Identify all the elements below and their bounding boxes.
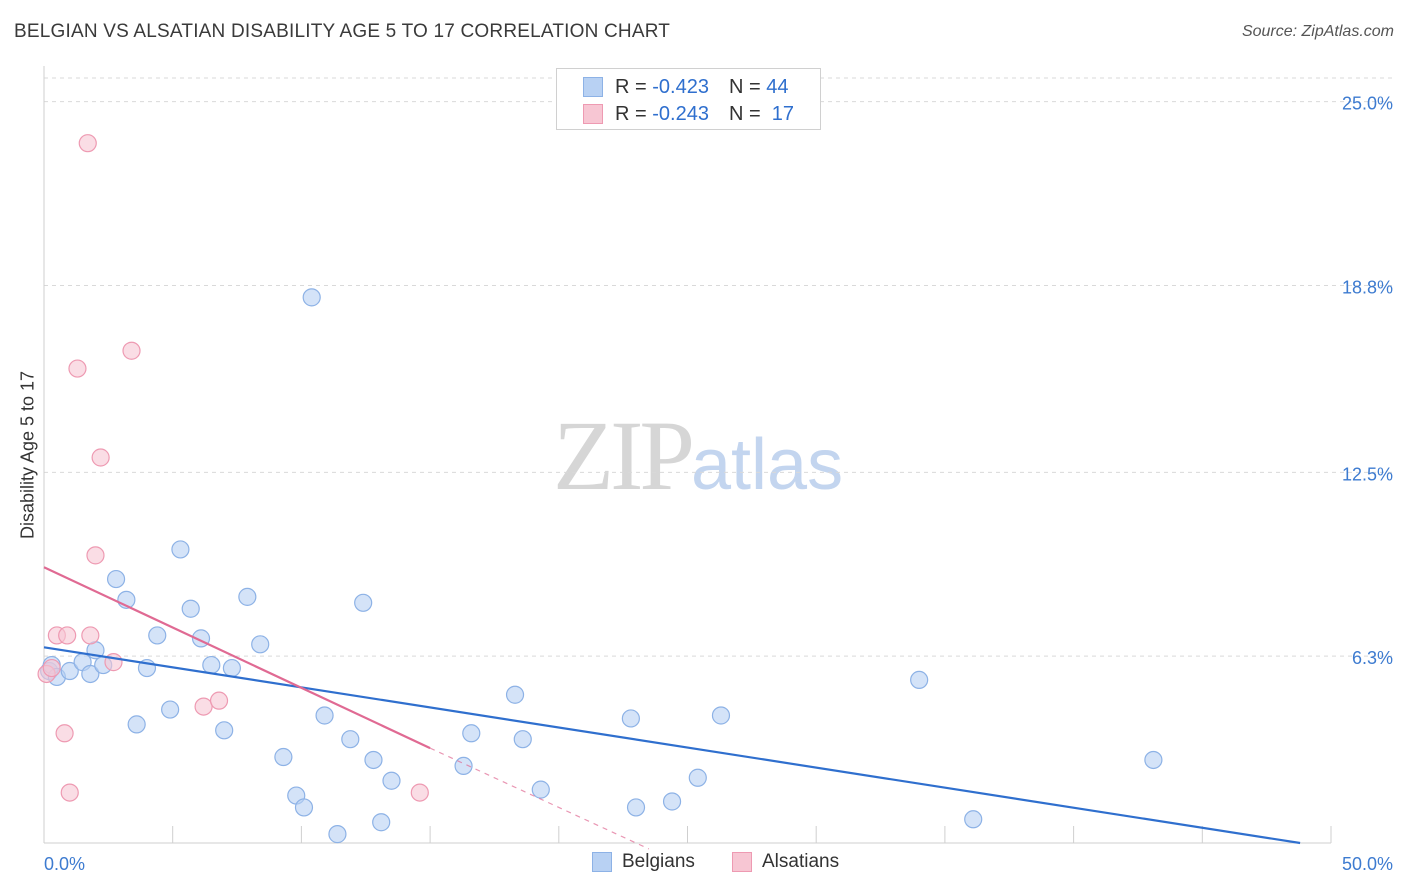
belgian-point (711, 706, 731, 725)
belgian-point (81, 664, 100, 684)
belgian-point (621, 709, 640, 728)
alsatians-n-label: N = (728, 102, 761, 125)
belgian-point (161, 700, 180, 719)
belgian-point (505, 685, 525, 704)
alsatian-point (68, 359, 87, 378)
belgian-point (171, 540, 190, 559)
y-tick-label: 25.0% (1342, 94, 1393, 114)
belgian-point (251, 635, 270, 654)
belgian-point (238, 587, 257, 606)
legend-alsatians-label: Alsatians (762, 851, 840, 872)
belgian-point (513, 730, 532, 749)
belgian-point (910, 670, 929, 690)
belgians-n-label: N = (728, 75, 761, 98)
belgian-point (964, 810, 983, 829)
legend-belgians-label: Belgians (622, 851, 695, 872)
alsatian-point (81, 626, 100, 645)
belgian-point (462, 724, 481, 743)
legend-item-belgians: Belgians (592, 851, 695, 873)
belgian-point (626, 798, 646, 817)
y-tick-label: 18.8% (1342, 278, 1393, 298)
belgian-point (127, 715, 146, 734)
belgian-point (341, 730, 360, 749)
legend-item-alsatians: Alsatians (732, 851, 839, 873)
belgian-point (148, 626, 167, 645)
alsatians-swatch (583, 104, 603, 124)
alsatian-point (209, 691, 229, 710)
belgians-r-label: R = (615, 75, 647, 98)
belgian-point (688, 768, 707, 787)
belgian-point (382, 771, 401, 790)
x-tick-label-max: 50.0% (1342, 854, 1393, 874)
belgian-point (274, 747, 293, 767)
watermark: ZIPatlas (553, 398, 843, 513)
alsatians-r-label: R = (615, 102, 647, 125)
alsatian-point (42, 658, 61, 678)
alsatian-point (55, 724, 74, 743)
belgians-swatch (583, 77, 603, 97)
alsatian-point (60, 783, 79, 802)
legend-belgians-swatch (592, 852, 612, 872)
alsatians-r-value: -0.243 (652, 102, 709, 125)
alsatian-point (58, 626, 77, 645)
watermark-zip: ZIP (553, 400, 695, 511)
belgian-point (222, 658, 242, 678)
belgian-point (294, 798, 314, 817)
source-label: Source: ZipAtlas.com (1241, 23, 1394, 40)
belgian-point (315, 706, 334, 725)
belgian-point (372, 813, 391, 832)
watermark-atlas: atlas (691, 425, 844, 505)
belgian-point (202, 655, 221, 675)
belgian-point (302, 288, 321, 307)
legend-alsatians-swatch (732, 852, 752, 872)
belgian-point (106, 569, 126, 589)
alsatian-point (78, 134, 97, 153)
belgians-r-value: -0.423 (652, 75, 709, 98)
alsatian-trend-extension (429, 747, 650, 850)
alsatians-n-value: 17 (771, 102, 795, 125)
belgian-point (531, 780, 550, 799)
belgian-trend-line (43, 646, 1301, 845)
alsatian-trend-line (43, 566, 431, 750)
stats-row-alsatians: R = -0.243 N = 17 (583, 101, 794, 127)
alsatian-point (410, 783, 429, 802)
x-tick-label-min: 0.0% (44, 854, 85, 874)
y-tick-label: 6.3% (1352, 648, 1393, 668)
belgian-point (328, 825, 347, 844)
belgians-n-value: 44 (766, 75, 789, 98)
stats-row-belgians: R = -0.423 N = 44 (583, 74, 788, 100)
belgian-point (354, 593, 373, 612)
alsatian-point (91, 448, 110, 467)
belgian-point (181, 599, 200, 618)
stats-legend: R = -0.423 N = 44 R = -0.243 N = 17 (556, 68, 821, 130)
alsatian-point (122, 341, 141, 360)
y-tick-label: 12.5% (1342, 464, 1393, 484)
belgian-point (1144, 750, 1163, 770)
belgian-point (662, 792, 682, 811)
alsatian-point (194, 697, 213, 716)
belgian-point (215, 721, 234, 740)
chart-title: BELGIAN VS ALSATIAN DISABILITY AGE 5 TO … (14, 21, 671, 42)
alsatian-point (86, 546, 105, 565)
belgian-point (60, 661, 79, 681)
belgian-point (364, 750, 383, 770)
